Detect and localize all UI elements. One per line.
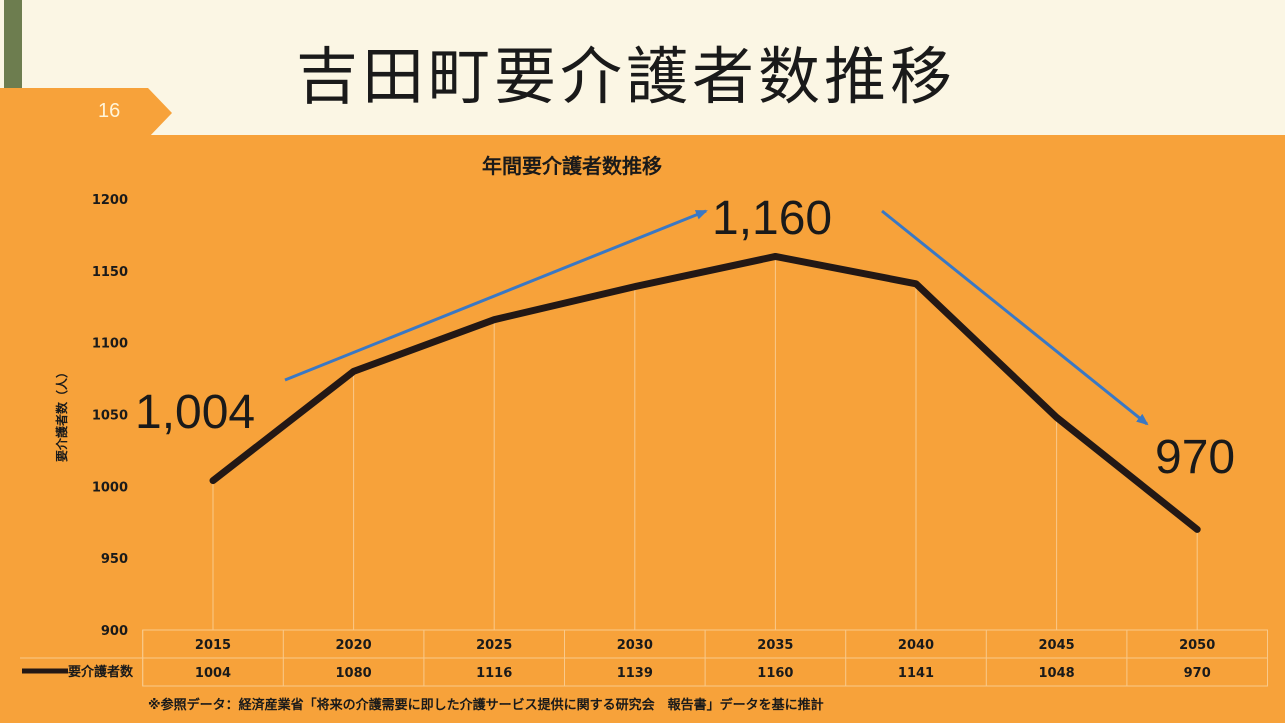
data-point xyxy=(1195,527,1199,531)
data-point xyxy=(914,282,918,286)
y-tick-label: 1050 xyxy=(92,409,128,424)
x-tick-label: 2020 xyxy=(336,638,372,653)
data-table-value: 1139 xyxy=(617,666,653,681)
x-tick-label: 2035 xyxy=(757,638,793,653)
data-point xyxy=(211,479,215,483)
y-tick-label: 1000 xyxy=(92,480,128,495)
y-tick-label: 1150 xyxy=(92,265,128,280)
y-tick-label: 900 xyxy=(101,624,128,639)
data-table-value: 1141 xyxy=(898,666,934,681)
y-tick-label: 1100 xyxy=(92,337,128,352)
y-tick-label: 1200 xyxy=(92,193,128,208)
data-point xyxy=(773,254,777,258)
data-table-value: 1116 xyxy=(476,666,512,681)
data-point xyxy=(633,285,637,289)
footnote: ※参照データ：経済産業省「将来の介護需要に即した介護サービス提供に関する研究会 … xyxy=(148,694,824,713)
data-point xyxy=(352,369,356,373)
data-table-value: 1160 xyxy=(757,666,793,681)
data-point xyxy=(1055,415,1059,419)
data-point xyxy=(492,318,496,322)
y-axis-label: 要介護者数（人） xyxy=(54,366,69,462)
data-table-value: 1004 xyxy=(195,666,231,681)
x-tick-label: 2045 xyxy=(1039,638,1075,653)
data-table-value: 1048 xyxy=(1039,666,1075,681)
annotation-end-value: 970 xyxy=(1155,431,1235,484)
data-table-value: 1080 xyxy=(336,666,372,681)
x-tick-label: 2050 xyxy=(1179,638,1215,653)
trend-arrow-rising xyxy=(285,211,706,380)
x-tick-label: 2040 xyxy=(898,638,934,653)
series-line-youkaigo xyxy=(213,256,1197,529)
legend-label: 要介護者数 xyxy=(68,664,134,680)
trend-arrow-falling xyxy=(882,211,1147,424)
x-tick-label: 2030 xyxy=(617,638,653,653)
x-tick-label: 2025 xyxy=(476,638,512,653)
x-tick-label: 2015 xyxy=(195,638,231,653)
annotation-start-value: 1,004 xyxy=(135,386,255,439)
y-tick-label: 950 xyxy=(101,552,128,567)
data-table-value: 970 xyxy=(1184,666,1211,681)
chart-title: 年間要介護者数推移 xyxy=(482,154,662,178)
annotation-peak-value: 1,160 xyxy=(712,192,832,245)
